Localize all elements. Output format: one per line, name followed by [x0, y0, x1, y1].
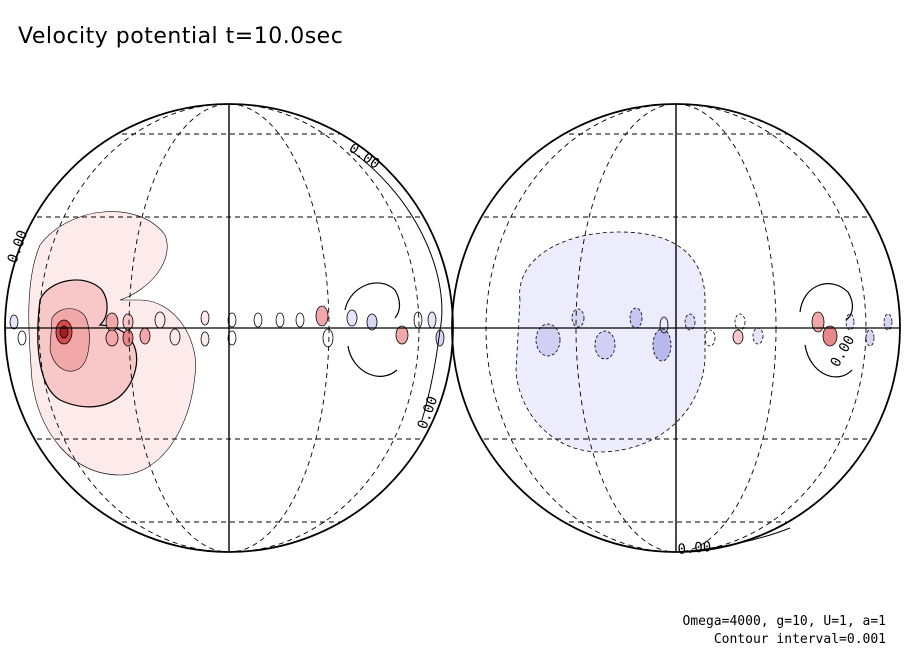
contour-label: 0.00	[415, 394, 442, 431]
contour-label: 0.00	[5, 228, 32, 265]
contour-interval-label: Contour interval=0.001	[713, 632, 886, 647]
right-hemisphere	[451, 103, 901, 553]
contour-right-left-panel-2	[347, 345, 398, 377]
equatorial-cells-left	[9, 305, 445, 348]
parameters-label: Omega=4000, g=10, U=1, a=1	[682, 614, 887, 629]
chart-title: Velocity potential t=10.0sec	[18, 24, 344, 49]
hemisphere-outline-right	[451, 103, 901, 553]
contour-right-panel-east	[799, 283, 854, 321]
contour-label: 0.00	[346, 140, 383, 172]
contour-label: 0.00	[677, 539, 712, 558]
contour-right-panel-east-2	[804, 344, 853, 378]
left-hemisphere	[4, 103, 454, 553]
zero-contour-left	[349, 149, 443, 421]
contour-right-left-panel	[344, 282, 401, 319]
zero-contour-right	[679, 527, 791, 553]
equatorial-positive-cells-right	[659, 311, 838, 347]
